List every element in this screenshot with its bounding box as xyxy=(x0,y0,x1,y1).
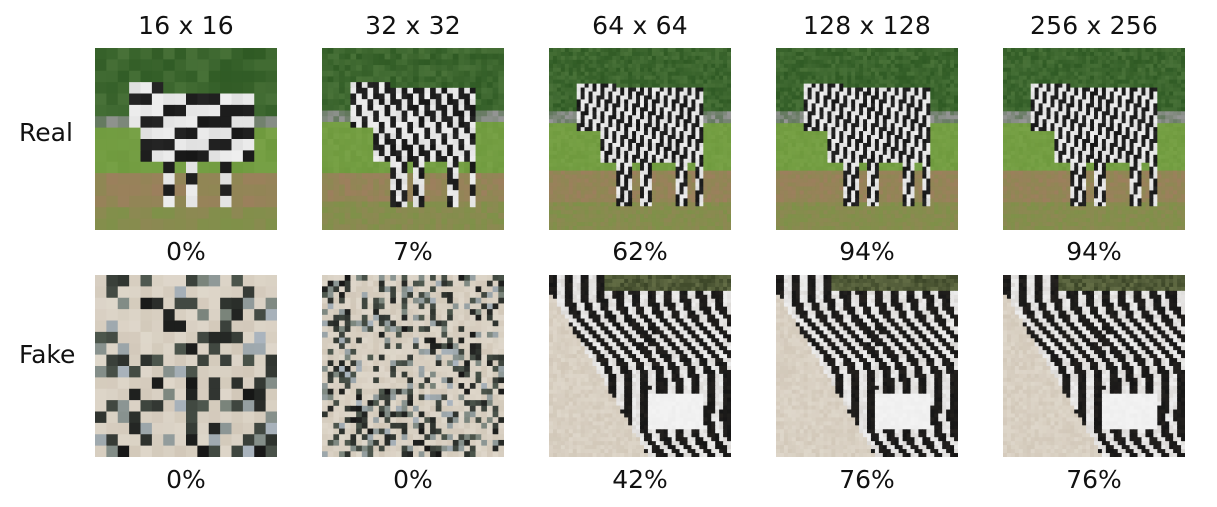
fake-image-64 xyxy=(549,275,731,457)
fake-percent-32: 0% xyxy=(393,465,433,494)
fake-image-16 xyxy=(95,275,277,457)
real-percent-64: 62% xyxy=(612,237,668,266)
fake-percent-16: 0% xyxy=(166,465,206,494)
real-image-16 xyxy=(95,48,277,230)
fake-percent-128: 76% xyxy=(839,465,895,494)
real-percent-256: 94% xyxy=(1066,237,1122,266)
row-label-fake: Fake xyxy=(19,340,76,369)
real-image-128 xyxy=(776,48,958,230)
column-header-16: 16 x 16 xyxy=(138,11,234,40)
real-image-32 xyxy=(322,48,504,230)
real-percent-128: 94% xyxy=(839,237,895,266)
column-header-128: 128 x 128 xyxy=(803,11,931,40)
real-image-256 xyxy=(1003,48,1185,230)
column-header-256: 256 x 256 xyxy=(1030,11,1158,40)
real-percent-16: 0% xyxy=(166,237,206,266)
column-header-32: 32 x 32 xyxy=(365,11,461,40)
fake-image-128 xyxy=(776,275,958,457)
fake-image-32 xyxy=(322,275,504,457)
fake-percent-64: 42% xyxy=(612,465,668,494)
row-label-real: Real xyxy=(19,118,73,147)
real-image-64 xyxy=(549,48,731,230)
real-percent-32: 7% xyxy=(393,237,433,266)
column-header-64: 64 x 64 xyxy=(592,11,688,40)
fake-percent-256: 76% xyxy=(1066,465,1122,494)
fake-image-256 xyxy=(1003,275,1185,457)
